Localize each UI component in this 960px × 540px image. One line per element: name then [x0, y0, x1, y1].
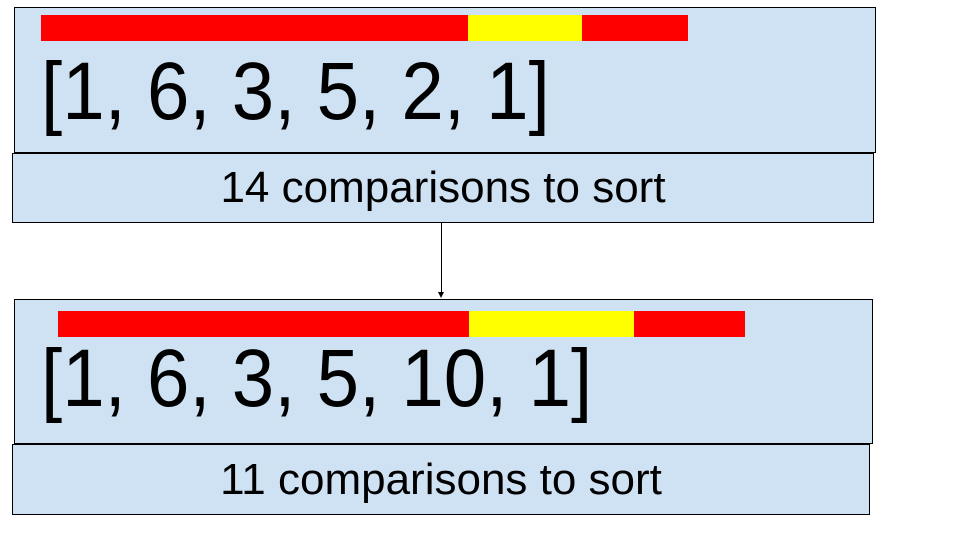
top-bar-segment-red-right [582, 15, 688, 41]
top-bar-segment-yellow [468, 15, 582, 41]
bottom-comparisons-caption: 11 comparisons to sort [12, 444, 870, 515]
top-array-panel: [1, 6, 3, 5, 2, 1] [14, 7, 876, 153]
bottom-bar-segment-red-right [634, 311, 745, 337]
top-comparisons-caption: 14 comparisons to sort [12, 153, 874, 223]
top-highlight-bar [41, 15, 688, 41]
top-bar-segment-red-left [41, 15, 468, 41]
bottom-bar-segment-red-left [58, 311, 469, 337]
bottom-highlight-bar [58, 311, 745, 337]
bottom-array-panel: [1, 6, 3, 5, 10, 1] [14, 299, 873, 444]
top-array-text: [1, 6, 3, 5, 2, 1] [41, 46, 550, 137]
bottom-bar-segment-yellow [469, 311, 634, 337]
connector-arrowhead [438, 292, 444, 298]
bottom-array-text: [1, 6, 3, 5, 10, 1] [41, 333, 593, 424]
connector-line [441, 222, 442, 294]
